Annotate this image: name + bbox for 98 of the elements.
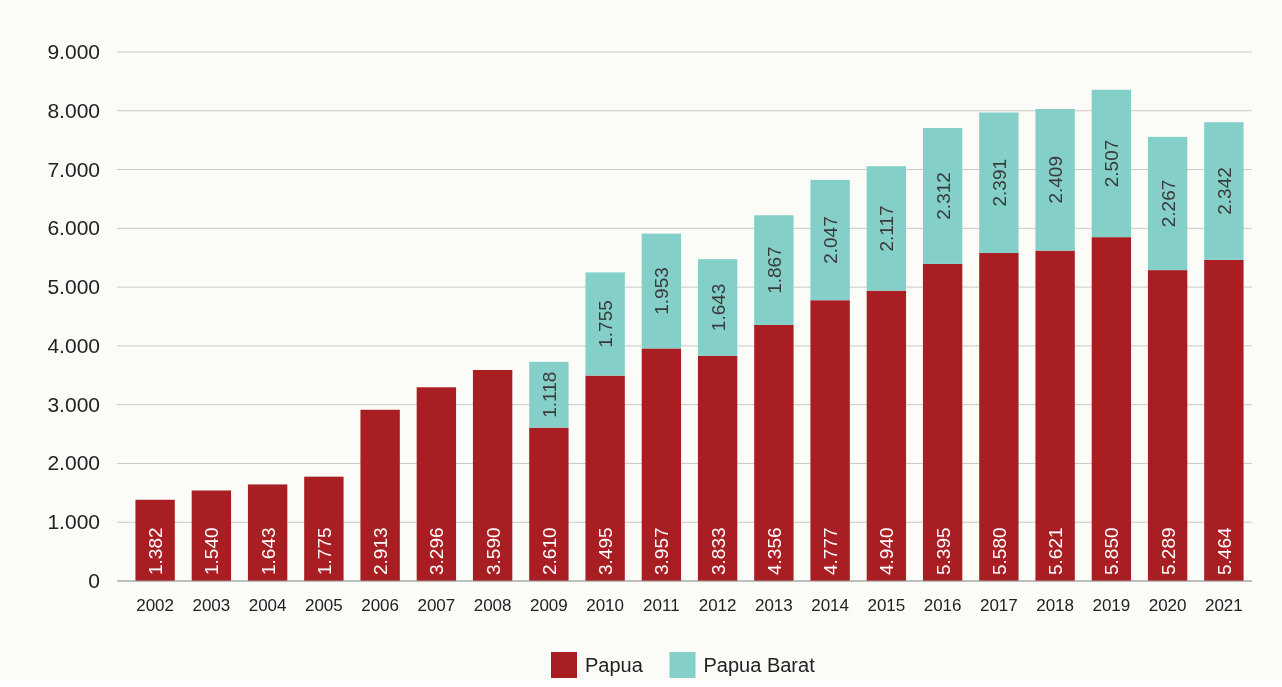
data-label: 2.117	[876, 205, 898, 252]
data-label: 1.118	[538, 371, 560, 418]
bar	[697, 355, 738, 581]
data-label: 3.590	[482, 527, 504, 575]
bar	[1035, 250, 1075, 581]
bar	[1204, 259, 1244, 581]
data-label: 2.047	[820, 216, 842, 264]
x-tick-label: 2002	[136, 596, 175, 615]
data-label: 1.755	[595, 300, 617, 348]
bar	[1091, 237, 1132, 581]
data-label: 1.382	[145, 527, 167, 575]
bar	[304, 476, 344, 581]
data-label: 1.867	[763, 246, 785, 294]
bar	[810, 300, 850, 581]
y-tick-label: 8.000	[47, 98, 100, 122]
data-label: 2.409	[1045, 156, 1067, 204]
data-label: 5.580	[988, 527, 1010, 575]
bar	[922, 128, 963, 264]
data-label: 3.957	[651, 527, 673, 575]
x-tick-label: 2003	[192, 596, 231, 615]
x-tick-label: 2009	[529, 596, 568, 615]
bar	[1147, 136, 1188, 271]
data-label: 1.775	[313, 527, 335, 575]
bar	[754, 215, 794, 325]
data-label: 5.850	[1101, 527, 1123, 575]
bar	[979, 253, 1019, 581]
bar	[247, 484, 288, 581]
y-tick-label: 5.000	[47, 275, 100, 299]
data-label: 2.610	[538, 527, 560, 575]
bar	[754, 324, 794, 581]
data-label: 2.342	[1213, 167, 1235, 215]
bar	[922, 263, 963, 581]
data-label: 2.507	[1101, 139, 1123, 188]
y-tick-label: 6.000	[47, 216, 100, 240]
x-tick-label: 2014	[811, 596, 850, 615]
x-tick-label: 2015	[867, 596, 906, 615]
x-tick-label: 2017	[979, 596, 1018, 615]
bar	[360, 409, 400, 581]
x-tick-label: 2005	[304, 596, 343, 615]
data-label: 1.643	[257, 527, 279, 575]
x-tick-label: 2011	[643, 596, 680, 615]
x-tick-label: 2010	[586, 596, 625, 615]
bar	[866, 166, 907, 291]
data-label: 5.621	[1045, 527, 1067, 575]
data-label: 4.777	[820, 527, 842, 575]
bar	[585, 375, 625, 581]
bar	[697, 259, 738, 356]
data-label: 2.913	[370, 527, 392, 575]
data-label: 5.289	[1157, 527, 1179, 575]
x-tick-label: 2007	[417, 596, 456, 615]
y-tick-label: 3.000	[47, 392, 100, 416]
data-label: 1.953	[651, 267, 673, 315]
data-label: 4.356	[763, 527, 785, 575]
bar	[641, 233, 682, 349]
bar	[1035, 109, 1075, 251]
x-tick-label: 2006	[361, 596, 400, 615]
bar	[1147, 270, 1188, 581]
data-label: 2.312	[932, 172, 954, 220]
data-label: 5.395	[932, 527, 954, 575]
data-label: 2.391	[988, 158, 1010, 207]
y-tick-label: 2.000	[47, 451, 100, 475]
x-tick-label: 2013	[754, 596, 793, 615]
x-tick-label: 2016	[923, 596, 962, 615]
y-tick-label: 7.000	[47, 157, 100, 181]
legend-label: Papua	[585, 654, 644, 676]
x-tick-label: 2004	[248, 596, 287, 615]
y-tick-label: 1.000	[47, 510, 100, 534]
data-label: 5.464	[1213, 527, 1235, 575]
y-tick-label: 9.000	[47, 40, 100, 63]
data-label: 4.940	[876, 527, 898, 575]
x-tick-label: 2018	[1036, 596, 1075, 615]
data-label: 2.267	[1157, 179, 1179, 228]
bar	[191, 490, 232, 581]
bar	[585, 272, 625, 376]
x-tick-label: 2020	[1148, 596, 1187, 615]
data-label: 3.495	[595, 527, 617, 575]
y-tick-label: 0	[88, 569, 100, 592]
bar	[529, 361, 569, 428]
data-label: 1.540	[201, 527, 223, 575]
bar	[472, 369, 513, 581]
x-tick-label: 2008	[473, 596, 512, 615]
y-tick-label: 4.000	[47, 333, 100, 357]
bar	[416, 387, 457, 581]
bar	[866, 290, 907, 581]
x-tick-label: 2012	[698, 596, 737, 615]
bar	[1091, 89, 1132, 238]
bar	[529, 427, 569, 581]
x-tick-label: 2021	[1204, 596, 1243, 615]
bar	[135, 499, 175, 581]
bar	[1204, 122, 1244, 260]
bar	[810, 179, 850, 301]
data-label: 3.296	[426, 527, 448, 575]
data-label: 3.833	[707, 527, 729, 575]
bar	[979, 112, 1019, 254]
x-tick-label: 2019	[1092, 596, 1131, 615]
bar	[641, 348, 682, 581]
legend-label: Papua Barat	[703, 654, 816, 676]
data-label: 1.643	[707, 283, 729, 332]
